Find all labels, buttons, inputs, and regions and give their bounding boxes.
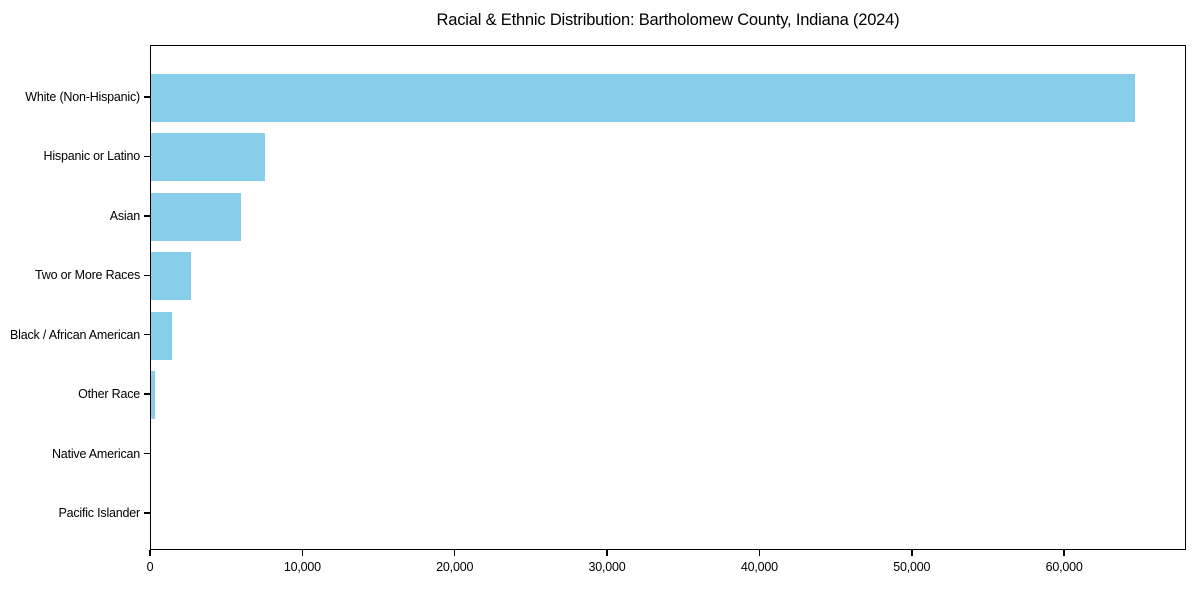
y-tick-label-two-or-more-races: Two or More Races — [35, 268, 140, 283]
x-tick-label-50-000: 50,000 — [893, 560, 931, 574]
x-tick-label-0: 0 — [146, 560, 154, 574]
y-tick-label-pacific-islander: Pacific Islander — [58, 506, 140, 520]
y-tick-label-hispanic-or-latino: Hispanic or Latino — [43, 149, 141, 164]
bar-other-race — [151, 371, 155, 420]
chart-title: Racial & Ethnic Distribution: Bartholome… — [436, 11, 900, 29]
y-tick-mark — [144, 452, 150, 455]
x-tick-mark — [453, 550, 456, 556]
y-tick-label-white-non-hispanic: White (Non-Hispanic) — [25, 90, 140, 104]
x-tick-mark — [758, 550, 761, 556]
bar-black-african-american — [151, 311, 172, 360]
plot-area — [150, 45, 1186, 550]
bar-hispanic-or-latino — [151, 133, 266, 182]
x-tick-mark — [1063, 550, 1065, 556]
y-tick-mark — [144, 155, 150, 158]
x-tick-mark — [911, 550, 913, 556]
y-tick-label-black-african-american: Black / African American — [10, 327, 140, 342]
bar-asian — [151, 192, 241, 241]
x-tick-mark — [149, 550, 151, 556]
x-tick-mark — [301, 550, 304, 556]
y-tick-label-native-american: Native American — [51, 446, 140, 461]
y-tick-mark — [144, 96, 150, 98]
y-tick-mark — [144, 333, 150, 336]
x-tick-mark — [606, 550, 608, 556]
x-tick-label-60-000: 60,000 — [1045, 560, 1083, 574]
y-tick-mark — [144, 512, 150, 514]
x-tick-label-40-000: 40,000 — [740, 560, 778, 574]
x-tick-label-30-000: 30,000 — [588, 560, 626, 574]
y-tick-label-asian: Asian — [109, 208, 140, 223]
bar-white-non-hispanic — [151, 74, 1136, 122]
y-tick-label-other-race: Other Race — [78, 387, 140, 402]
y-tick-mark — [144, 274, 150, 277]
x-tick-label-20-000: 20,000 — [436, 560, 474, 574]
y-tick-mark — [144, 215, 150, 217]
bar-two-or-more-races — [151, 252, 191, 301]
x-tick-label-10-000: 10,000 — [283, 560, 321, 574]
y-tick-mark — [144, 393, 150, 395]
